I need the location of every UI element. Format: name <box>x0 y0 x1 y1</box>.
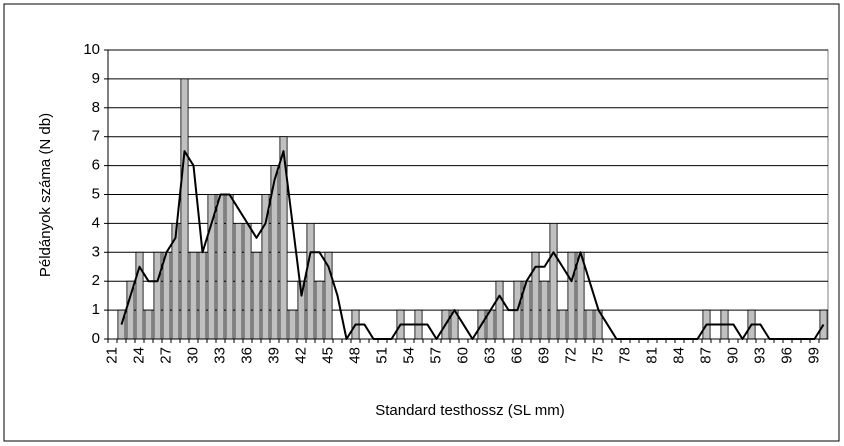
x-tick-label: 57 <box>427 347 444 364</box>
bar <box>252 251 261 340</box>
bar <box>216 194 225 340</box>
bar <box>144 309 153 340</box>
bar <box>153 251 162 340</box>
x-tick-label: 78 <box>616 347 633 364</box>
x-tick-label: 87 <box>697 347 714 364</box>
bar <box>540 280 549 340</box>
x-tick-label: 75 <box>589 347 606 364</box>
x-tick-label: 99 <box>805 347 822 364</box>
bar <box>198 251 207 340</box>
x-tick-label: 39 <box>265 347 282 364</box>
x-tick-label: 63 <box>481 347 498 364</box>
bar <box>531 251 540 340</box>
y-tick-label: 8 <box>92 99 100 116</box>
bar <box>495 280 504 340</box>
y-tick-label: 7 <box>92 128 100 145</box>
x-tick-label: 90 <box>724 347 741 364</box>
x-tick-label: 36 <box>238 347 255 364</box>
x-tick-label: 96 <box>778 347 795 364</box>
x-tick-label: 45 <box>319 347 336 364</box>
y-tick-label: 0 <box>92 330 100 347</box>
bar <box>567 251 576 340</box>
x-tick-label: 81 <box>643 347 660 364</box>
bar <box>243 222 252 340</box>
x-axis-title: Standard testhossz (SL mm) <box>375 402 565 419</box>
bar <box>225 194 234 340</box>
x-tick-label: 69 <box>535 347 552 364</box>
x-tick-label: 42 <box>292 347 309 364</box>
y-tick-label: 1 <box>92 301 100 318</box>
bar <box>180 78 189 340</box>
x-tick-label: 84 <box>670 347 687 364</box>
x-tick-label: 21 <box>103 347 120 364</box>
bar <box>135 251 144 340</box>
bar <box>234 222 243 340</box>
bar <box>549 222 558 340</box>
bar <box>315 280 324 340</box>
bar <box>162 251 171 340</box>
bar <box>558 309 567 340</box>
x-tick-label: 72 <box>562 347 579 364</box>
y-tick-label: 6 <box>92 157 100 174</box>
x-tick-label: 48 <box>346 347 363 364</box>
bar <box>306 222 315 340</box>
y-tick-label: 3 <box>92 243 100 260</box>
x-tick-label: 30 <box>184 347 201 364</box>
bar <box>189 251 198 340</box>
x-tick-label: 33 <box>211 347 228 364</box>
bar <box>585 309 594 340</box>
x-tick-label: 93 <box>751 347 768 364</box>
x-tick-label: 27 <box>157 347 174 364</box>
y-tick-label: 4 <box>92 214 100 231</box>
x-tick-label: 51 <box>373 347 390 364</box>
x-tick-label: 54 <box>400 347 417 364</box>
y-axis-title: Példányok száma (N db) <box>37 113 54 277</box>
x-tick-label: 66 <box>508 347 525 364</box>
y-tick-label: 9 <box>92 70 100 87</box>
y-tick-label: 5 <box>92 185 100 202</box>
bar <box>288 309 297 340</box>
y-tick-label: 10 <box>83 41 100 58</box>
bar <box>576 251 585 340</box>
x-tick-label: 24 <box>130 347 147 364</box>
y-tick-label: 2 <box>92 272 100 289</box>
x-tick-label: 60 <box>454 347 471 364</box>
